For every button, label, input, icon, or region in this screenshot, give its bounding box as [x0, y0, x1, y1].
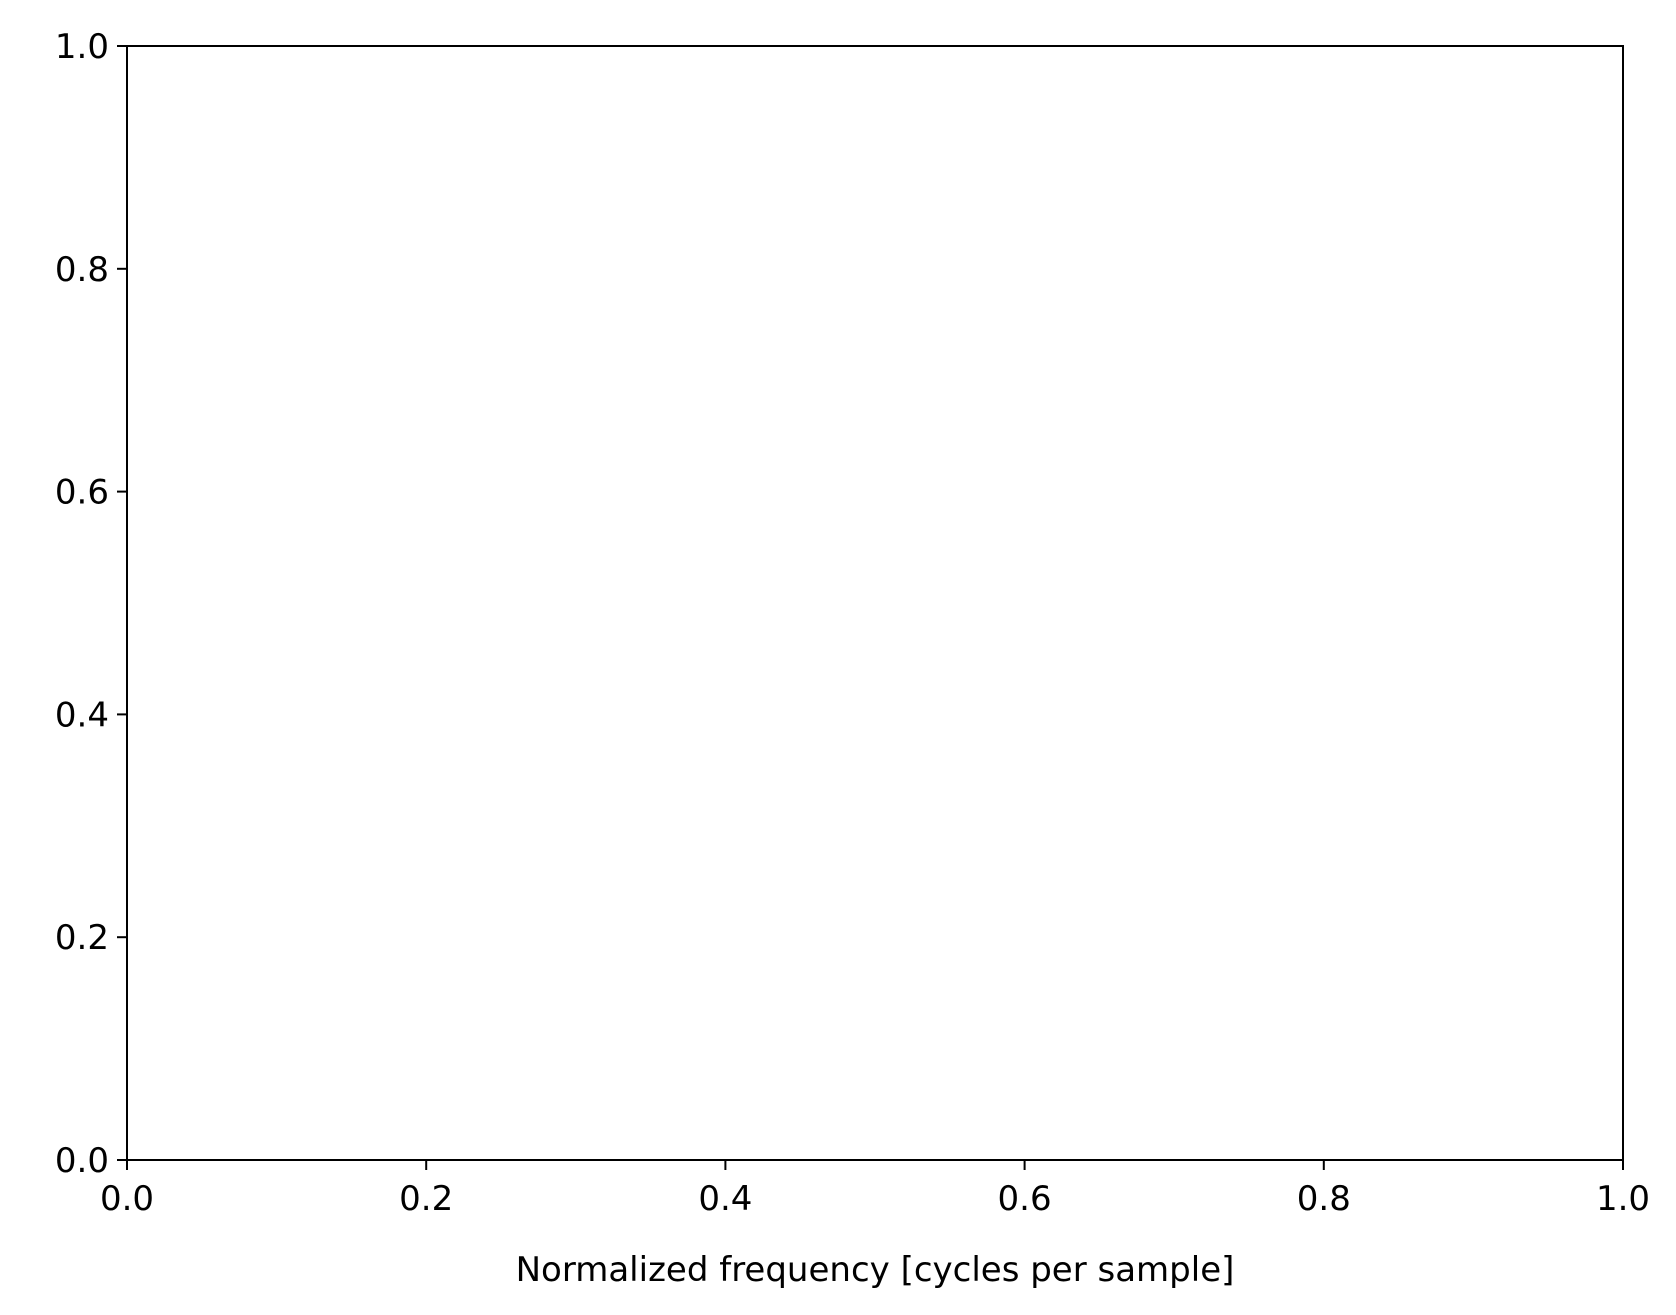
y-tick-label: 0.8	[55, 250, 109, 290]
x-axis-ticks: 0.0 0.2 0.4 0.6 0.8 1.0	[100, 1160, 1650, 1219]
y-tick-label: 0.2	[55, 918, 109, 958]
y-tick-label: 1.0	[55, 27, 109, 67]
y-tick-label: 0.4	[55, 695, 109, 735]
x-tick-label: 0.6	[998, 1179, 1052, 1219]
y-tick-label: 0.0	[55, 1141, 109, 1181]
y-tick-label: 0.6	[55, 473, 109, 513]
x-tick-label: 0.8	[1297, 1179, 1351, 1219]
x-tick-label: 0.0	[100, 1179, 154, 1219]
x-tick-label: 0.2	[399, 1179, 453, 1219]
x-tick-label: 1.0	[1596, 1179, 1650, 1219]
plot-area	[127, 46, 1623, 1160]
x-tick-label: 0.4	[698, 1179, 752, 1219]
y-axis-ticks: 0.0 0.2 0.4 0.6 0.8 1.0	[55, 27, 127, 1181]
axes-frame	[126, 45, 1624, 1161]
x-axis-label: Normalized frequency [cycles per sample]	[516, 1250, 1235, 1290]
